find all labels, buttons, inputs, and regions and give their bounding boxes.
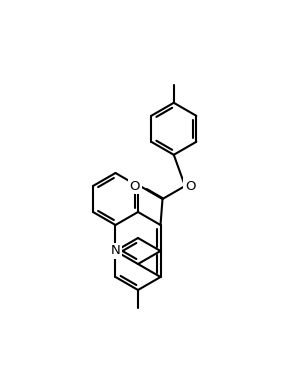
Text: O: O (185, 180, 195, 192)
Text: O: O (130, 180, 140, 192)
Text: N: N (111, 244, 120, 258)
